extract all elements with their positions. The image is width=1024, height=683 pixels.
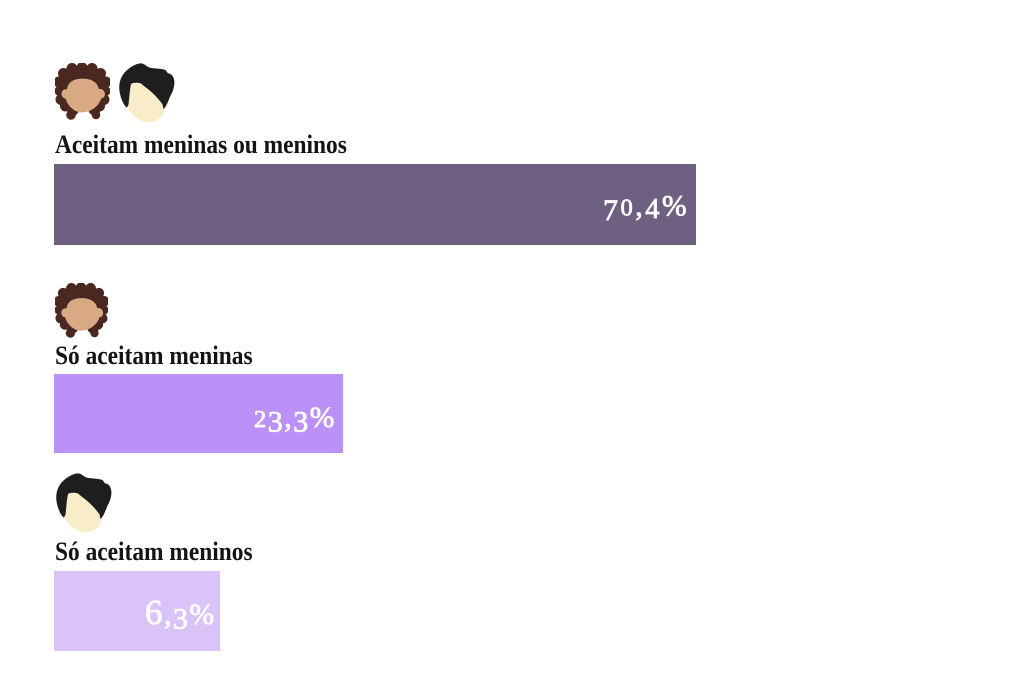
svg-text:6,3%: 6,3% xyxy=(145,593,216,636)
svg-text:70,4%: 70,4% xyxy=(603,190,689,228)
svg-text:23,3%: 23,3% xyxy=(254,401,336,439)
